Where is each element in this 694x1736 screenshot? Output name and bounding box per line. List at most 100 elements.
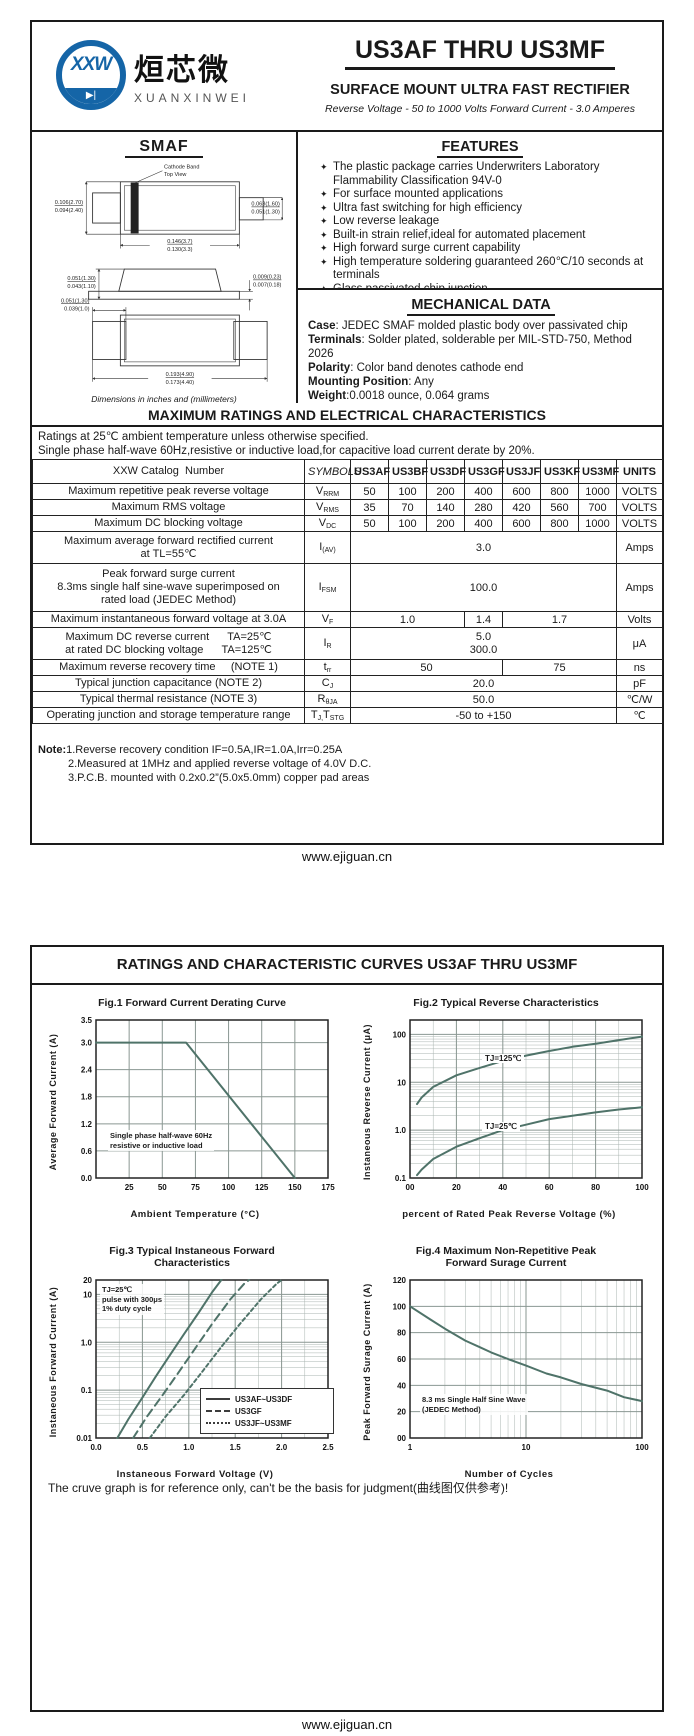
diode-icon: ▶|	[62, 88, 120, 104]
svg-text:75: 75	[191, 1183, 200, 1192]
mech-row: Weight:0.0018 ounce, 0.064 grams	[308, 390, 490, 402]
svg-text:0.1: 0.1	[395, 1174, 407, 1183]
datasheet-page-1: XXW ▶| 烜芯微 XUANXINWEI US3AF THRU US3MF S…	[30, 20, 664, 845]
website-footer: www.ejiguan.cn	[301, 849, 393, 864]
svg-text:150: 150	[288, 1183, 302, 1192]
company-logo: XXW ▶| 烜芯微 XUANXINWEI	[56, 40, 250, 110]
col-header-part: US3BF	[388, 459, 428, 484]
svg-text:1.5: 1.5	[230, 1443, 242, 1452]
header: XXW ▶| 烜芯微 XUANXINWEI US3AF THRU US3MF S…	[32, 22, 662, 132]
company-name-cn: 烜芯微	[134, 54, 230, 87]
mechanical-data-section: MECHANICAL DATA Case: JEDEC SMAF molded …	[298, 290, 662, 403]
svg-text:20: 20	[397, 1408, 406, 1417]
list-item: ✦ Low reverse leakage	[320, 215, 440, 227]
fig4-annotation: 8.3 ms Single Half Sine Wave (JEDEC Meth…	[420, 1394, 528, 1415]
table-row: Maximum RMS voltage VRMS 35 70 140 280 420 56…	[32, 499, 663, 516]
svg-text:0.051(1.30): 0.051(1.30)	[61, 298, 90, 304]
svg-text:0.0: 0.0	[81, 1174, 93, 1183]
svg-text:0.051(1.30): 0.051(1.30)	[251, 210, 280, 216]
solid-line-icon	[206, 1398, 230, 1400]
logo-ring-icon: XXW ▶|	[56, 40, 126, 110]
svg-text:0.106(2.70): 0.106(2.70)	[55, 200, 84, 206]
svg-text:0.007(0.18): 0.007(0.18)	[253, 283, 282, 289]
svg-text:125: 125	[255, 1183, 269, 1192]
features-mech-column: FEATURES ✦ The plastic package carries Un…	[296, 132, 662, 403]
list-item: ✦ High forward surge current capability	[320, 242, 521, 254]
fig3-legend: US3AF~US3DF US3GF US3JF~US3MF	[200, 1388, 334, 1434]
svg-text:40: 40	[498, 1183, 507, 1192]
fig1-plot: 25 50 75 100 125 150 175 0.0 0.6 1.2 1.8 2.4 3.0 3.5	[81, 1016, 335, 1192]
col-header-catalog: XXW Catalog Number	[32, 459, 305, 484]
svg-text:10: 10	[522, 1443, 531, 1452]
svg-text:0.039(1.0): 0.039(1.0)	[64, 306, 89, 312]
svg-text:1: 1	[408, 1443, 413, 1452]
fig4-title: Fig.4 Maximum Non-Repetitive Peak Forwar…	[415, 1245, 597, 1269]
svg-text:0.173(4.40): 0.173(4.40)	[166, 380, 195, 386]
svg-text:1.2: 1.2	[81, 1120, 93, 1129]
svg-text:1.0: 1.0	[183, 1443, 195, 1452]
table-row: Typical thermal resistance (NOTE 3) RθJA…	[32, 691, 663, 708]
package-drawing-section: SMAF Cathode Band Top View 0.106(2.70) 0…	[32, 132, 296, 404]
features-list: ✦ The plastic package carries Underwriter…	[306, 161, 654, 289]
svg-text:100: 100	[222, 1183, 236, 1192]
col-header-units: UNITS	[616, 459, 663, 484]
col-header-part: US3JF	[502, 459, 541, 484]
svg-text:0.146(3.7): 0.146(3.7)	[167, 239, 192, 245]
bullet-icon: ✦	[320, 162, 328, 172]
fig2-curve-label-25c: TJ=25℃	[482, 1122, 520, 1131]
table-notes: Note:1.Reverse recovery condition IF=0.5…	[38, 744, 372, 784]
company-name-en: XUANXINWEI	[134, 91, 251, 105]
fig3-annotation: TJ=25℃ pulse with 300μs 1% duty cycle	[100, 1284, 165, 1315]
mechanical-data-heading: MECHANICAL DATA	[407, 297, 555, 316]
table-row: Maximum DC blocking voltage VDC 50 100 200…	[32, 515, 663, 532]
svg-text:1.8: 1.8	[81, 1093, 93, 1102]
svg-text:00: 00	[406, 1183, 415, 1192]
bullet-icon: ✦	[320, 243, 328, 253]
svg-text:60: 60	[397, 1355, 406, 1364]
mech-row: Polarity: Color band denotes cathode end	[308, 362, 524, 374]
mech-row: Mounting Position: Any	[308, 376, 434, 388]
svg-text:Top View: Top View	[164, 172, 187, 178]
fig1-x-axis-label: Ambient Temperature (°C)	[130, 1209, 260, 1220]
col-header-part: US3KF	[540, 459, 580, 484]
table-row: Maximum reverse recovery time (NOTE 1) t…	[32, 659, 663, 676]
bullet-icon: ✦	[320, 229, 328, 240]
svg-text:120: 120	[393, 1276, 407, 1285]
col-header-part: US3GF	[464, 459, 505, 484]
table-row: Maximum DC reverse current TA=25℃ at rat…	[32, 627, 663, 660]
svg-text:3.0: 3.0	[81, 1039, 93, 1048]
features-heading: FEATURES	[437, 139, 523, 158]
fig2-plot: 00 20 40 60 80 100 0.1 1.0 10 100	[393, 1019, 649, 1192]
fig4-plot: 1 10 100 00 20 40 60 80 100 120	[393, 1276, 650, 1452]
bullet-icon: ✦	[320, 189, 328, 199]
bullet-icon: ✦	[320, 216, 328, 226]
list-item: ✦ High temperature soldering guaranteed 2…	[320, 255, 644, 282]
svg-text:80: 80	[397, 1329, 406, 1338]
col-header-part: US3MF	[578, 459, 619, 484]
smaf-outline-drawing: Cathode Band Top View 0.106(2.70) 0.094(…	[55, 164, 283, 386]
list-item: ✦ For surface mounted applications	[320, 188, 504, 200]
svg-text:25: 25	[125, 1183, 134, 1192]
table-row: Peak forward surge current 8.3ms single …	[32, 563, 663, 612]
svg-text:10: 10	[83, 1290, 92, 1299]
svg-text:40: 40	[397, 1381, 406, 1390]
bullet-icon: ✦	[320, 202, 328, 213]
dashed-line-icon	[206, 1410, 230, 1412]
list-item: ✦ Glass passivated chip junction	[320, 283, 654, 289]
svg-text:20: 20	[452, 1183, 461, 1192]
svg-text:0.0: 0.0	[90, 1443, 102, 1452]
fig2-typical-reverse-characteristics: Fig.2 Typical Reverse Characteristics In…	[354, 997, 658, 1220]
svg-text:0.009(0.23): 0.009(0.23)	[253, 275, 282, 281]
bullet-icon: ✦	[320, 256, 328, 267]
mech-row: Terminals: Solder plated, solderable per…	[308, 334, 632, 360]
website-footer: www.ejiguan.cn	[301, 1717, 393, 1732]
curve-disclaimer: The cruve graph is for reference only, c…	[48, 1481, 509, 1495]
svg-text:60: 60	[545, 1183, 554, 1192]
svg-text:100: 100	[393, 1030, 407, 1039]
list-item: ✦ Built-in strain relief,ideal for automa…	[320, 228, 586, 241]
title-block: US3AF THRU US3MF SURFACE MOUNT ULTRA FAS…	[298, 22, 662, 130]
mech-row: Case: JEDEC SMAF molded plastic body ove…	[308, 320, 628, 332]
list-item: ✦ Ultra fast switching for high efficienc…	[320, 201, 522, 214]
table-header-row: XXW Catalog Number SYMBOLS US3AF US3BF U…	[32, 459, 663, 484]
svg-text:2.4: 2.4	[81, 1066, 93, 1075]
